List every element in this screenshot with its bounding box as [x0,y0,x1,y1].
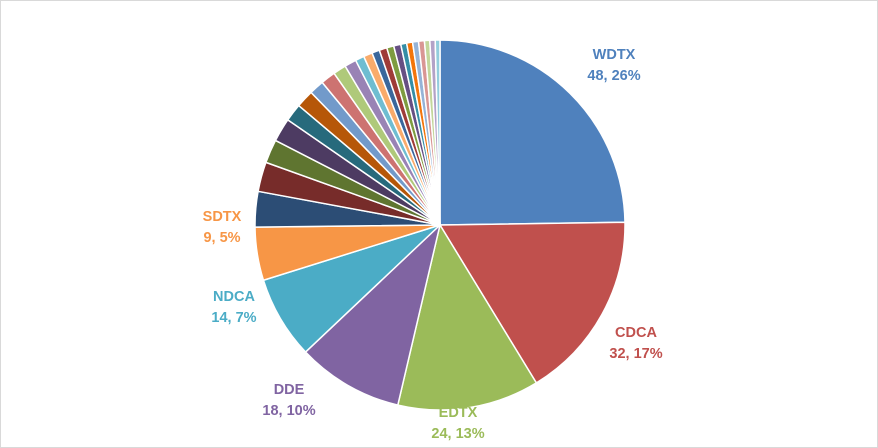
data-label-category: WDTX [592,47,636,63]
data-label-edtx: EDTX 24, 13% [431,403,484,445]
data-label-value: 48, 26% [587,68,641,84]
data-label-value: 18, 10% [262,403,316,419]
pie-slice-29 [434,39,441,226]
data-label-wdtx: WDTX 48, 26% [587,45,640,87]
data-label-value: 9, 5% [203,230,241,246]
data-label-value: 32, 17% [609,346,663,362]
pie-slice-cdca [439,221,626,384]
data-label-cdca: CDCA 32, 17% [609,323,662,365]
pie-slice-wdtx [439,39,626,226]
data-label-sdtx: SDTX 9, 5% [203,207,242,249]
data-label-value: 24, 13% [431,426,485,442]
pie-slice-edtx [397,224,538,411]
pie-slice-dde [304,224,441,406]
data-label-dde: DDE 18, 10% [262,380,315,422]
data-label-value: 14, 7% [211,310,257,326]
data-label-category: SDTX [202,209,242,225]
data-label-category: NDCA [213,289,255,305]
data-label-category: DDE [273,382,305,398]
data-label-category: EDTX [438,405,478,421]
data-label-category: CDCA [615,325,657,341]
data-label-ndca: NDCA 14, 7% [211,287,256,329]
